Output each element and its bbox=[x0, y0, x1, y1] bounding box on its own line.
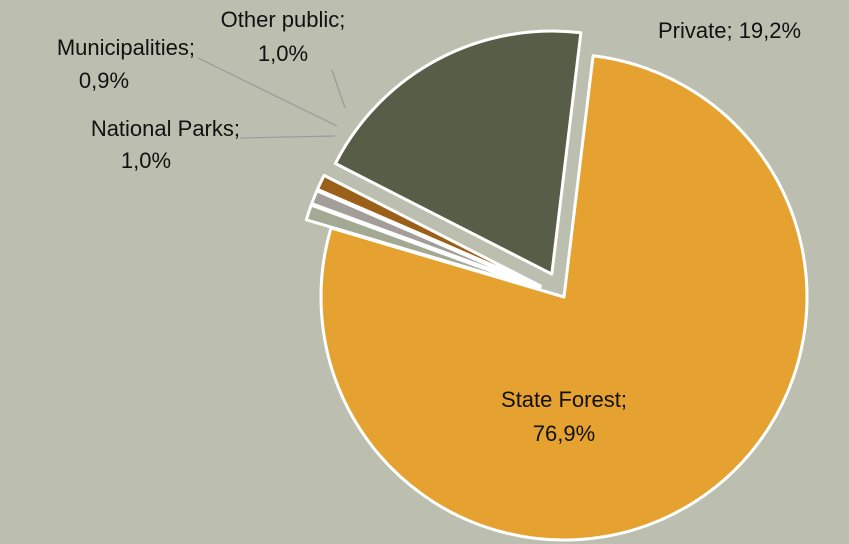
label-national-parks-value: 1,0% bbox=[121, 148, 171, 173]
label-state-forest-name: State Forest; bbox=[501, 387, 627, 412]
label-municipalities-name: Municipalities; bbox=[57, 35, 195, 60]
leader-line-national-parks bbox=[239, 135, 336, 139]
label-national-parks-name: National Parks; bbox=[91, 116, 240, 141]
leader-lines bbox=[197, 57, 346, 139]
pie-slices bbox=[304, 29, 809, 542]
label-state-forest-value: 76,9% bbox=[533, 421, 595, 446]
label-other-public-name: Other public; bbox=[221, 7, 346, 32]
label-municipalities-value: 0,9% bbox=[79, 68, 129, 93]
pie-slice-national-parks bbox=[304, 203, 541, 291]
pie-slice-municipalities bbox=[310, 189, 542, 289]
label-private: Private; 19,2% bbox=[658, 18, 801, 43]
leader-line-other-public bbox=[331, 69, 346, 109]
pie-slice-other-public bbox=[316, 173, 542, 288]
pie-slice-state-forest bbox=[319, 54, 809, 542]
label-other-public-value: 1,0% bbox=[258, 41, 308, 66]
pie-slice-private bbox=[333, 29, 583, 276]
leader-line-municipalities bbox=[197, 57, 338, 127]
